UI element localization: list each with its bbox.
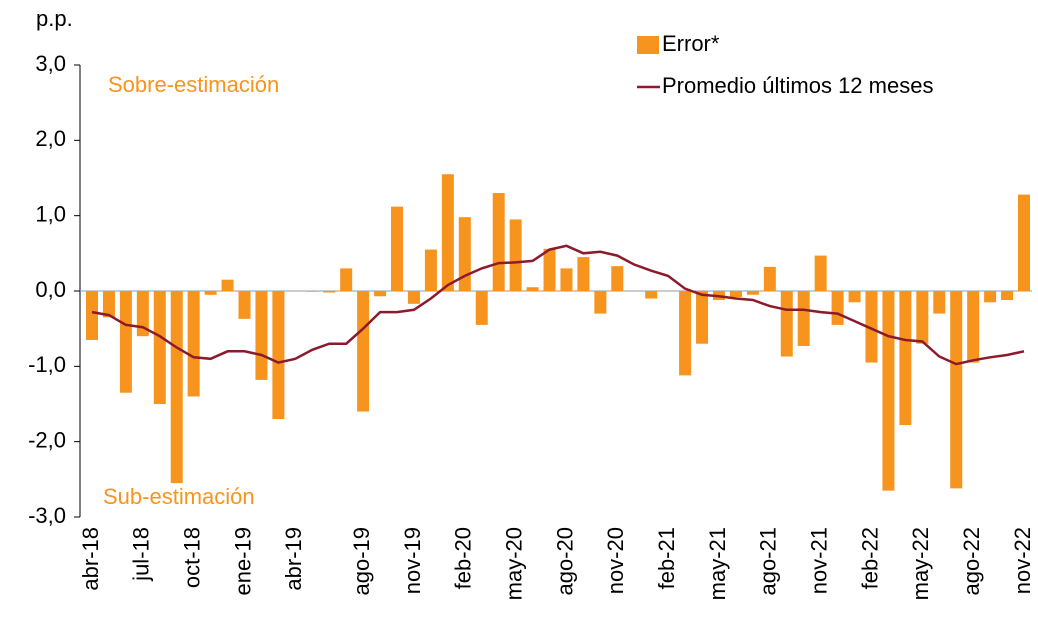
legend-label: Promedio últimos 12 meses	[662, 73, 933, 98]
bar	[831, 291, 844, 325]
x-tick-label: may-21	[705, 527, 730, 600]
bar	[136, 291, 149, 337]
x-tick-label: feb-20	[451, 527, 476, 589]
y-tick-label: 1,0	[35, 201, 66, 226]
bar	[153, 291, 166, 404]
y-tick-label: -3,0	[28, 503, 66, 528]
x-tick-label: may-20	[501, 527, 526, 600]
bar	[543, 248, 556, 291]
x-tick-label: oct-18	[179, 527, 204, 588]
x-tick-label: may-22	[908, 527, 933, 600]
x-tick-label: nov-22	[1010, 527, 1035, 594]
bar	[679, 291, 692, 376]
annotation: Sobre-estimación	[108, 72, 279, 97]
bar	[899, 291, 912, 426]
bar	[323, 291, 336, 293]
bar	[933, 291, 946, 314]
bar	[916, 291, 929, 344]
bar	[357, 291, 370, 412]
x-tick-label: ago-22	[959, 527, 984, 596]
bar	[306, 291, 319, 292]
legend-swatch	[637, 36, 659, 54]
x-tick-label: abr-18	[78, 527, 103, 591]
bar	[865, 291, 878, 363]
bar	[475, 291, 488, 325]
bar	[950, 291, 963, 489]
bar	[729, 291, 742, 298]
y-tick-label: 0,0	[35, 277, 66, 302]
x-tick-label: abr-19	[281, 527, 306, 591]
bar	[797, 291, 810, 346]
y-tick-label: -1,0	[28, 352, 66, 377]
bar	[272, 291, 285, 420]
bar	[340, 268, 353, 291]
bar	[102, 291, 115, 318]
x-tick-label: ago-21	[756, 527, 781, 596]
x-tick-label: nov-21	[806, 527, 831, 594]
bar	[746, 291, 759, 295]
bar	[882, 291, 895, 491]
bar	[119, 291, 132, 393]
bar	[1001, 291, 1014, 301]
bar	[848, 291, 861, 303]
bar	[967, 291, 980, 363]
x-tick-label: ene-19	[230, 527, 255, 596]
bar	[391, 206, 404, 291]
x-tick-label: ago-20	[552, 527, 577, 596]
bar	[509, 219, 522, 291]
bar	[814, 255, 827, 291]
bar	[238, 291, 251, 319]
x-tick-label: feb-21	[654, 527, 679, 589]
line	[91, 244, 1025, 366]
x-tick-label: feb-22	[857, 527, 882, 589]
bar	[407, 291, 420, 304]
bar	[441, 174, 454, 291]
bar	[560, 268, 573, 291]
x-tick-label: jul-18	[129, 527, 154, 582]
bar	[645, 291, 658, 299]
y-tick-label: 2,0	[35, 126, 66, 151]
bar	[984, 291, 997, 303]
bar	[526, 287, 539, 291]
bar	[780, 291, 793, 357]
bar	[492, 193, 505, 291]
bar	[170, 291, 183, 484]
legend-label: Error*	[662, 31, 720, 56]
bar	[86, 291, 98, 340]
x-tick-label: ago-19	[349, 527, 374, 596]
bar	[204, 291, 217, 295]
y-unit: p.p.	[36, 6, 73, 31]
bar	[594, 291, 607, 314]
x-tick-label: nov-20	[603, 527, 628, 594]
bar	[577, 257, 590, 291]
bar	[374, 291, 387, 297]
bar	[763, 266, 776, 291]
bar	[187, 291, 200, 397]
bar	[1018, 194, 1030, 291]
y-tick-label: 3,0	[35, 51, 66, 76]
bar	[255, 291, 268, 380]
bar	[696, 291, 709, 344]
y-tick-label: -2,0	[28, 427, 66, 452]
annotation: Sub-estimación	[103, 484, 255, 509]
bar	[458, 217, 471, 291]
x-tick-label: nov-19	[400, 527, 425, 594]
bar	[611, 266, 624, 291]
bar	[424, 249, 437, 291]
bar	[221, 279, 234, 291]
